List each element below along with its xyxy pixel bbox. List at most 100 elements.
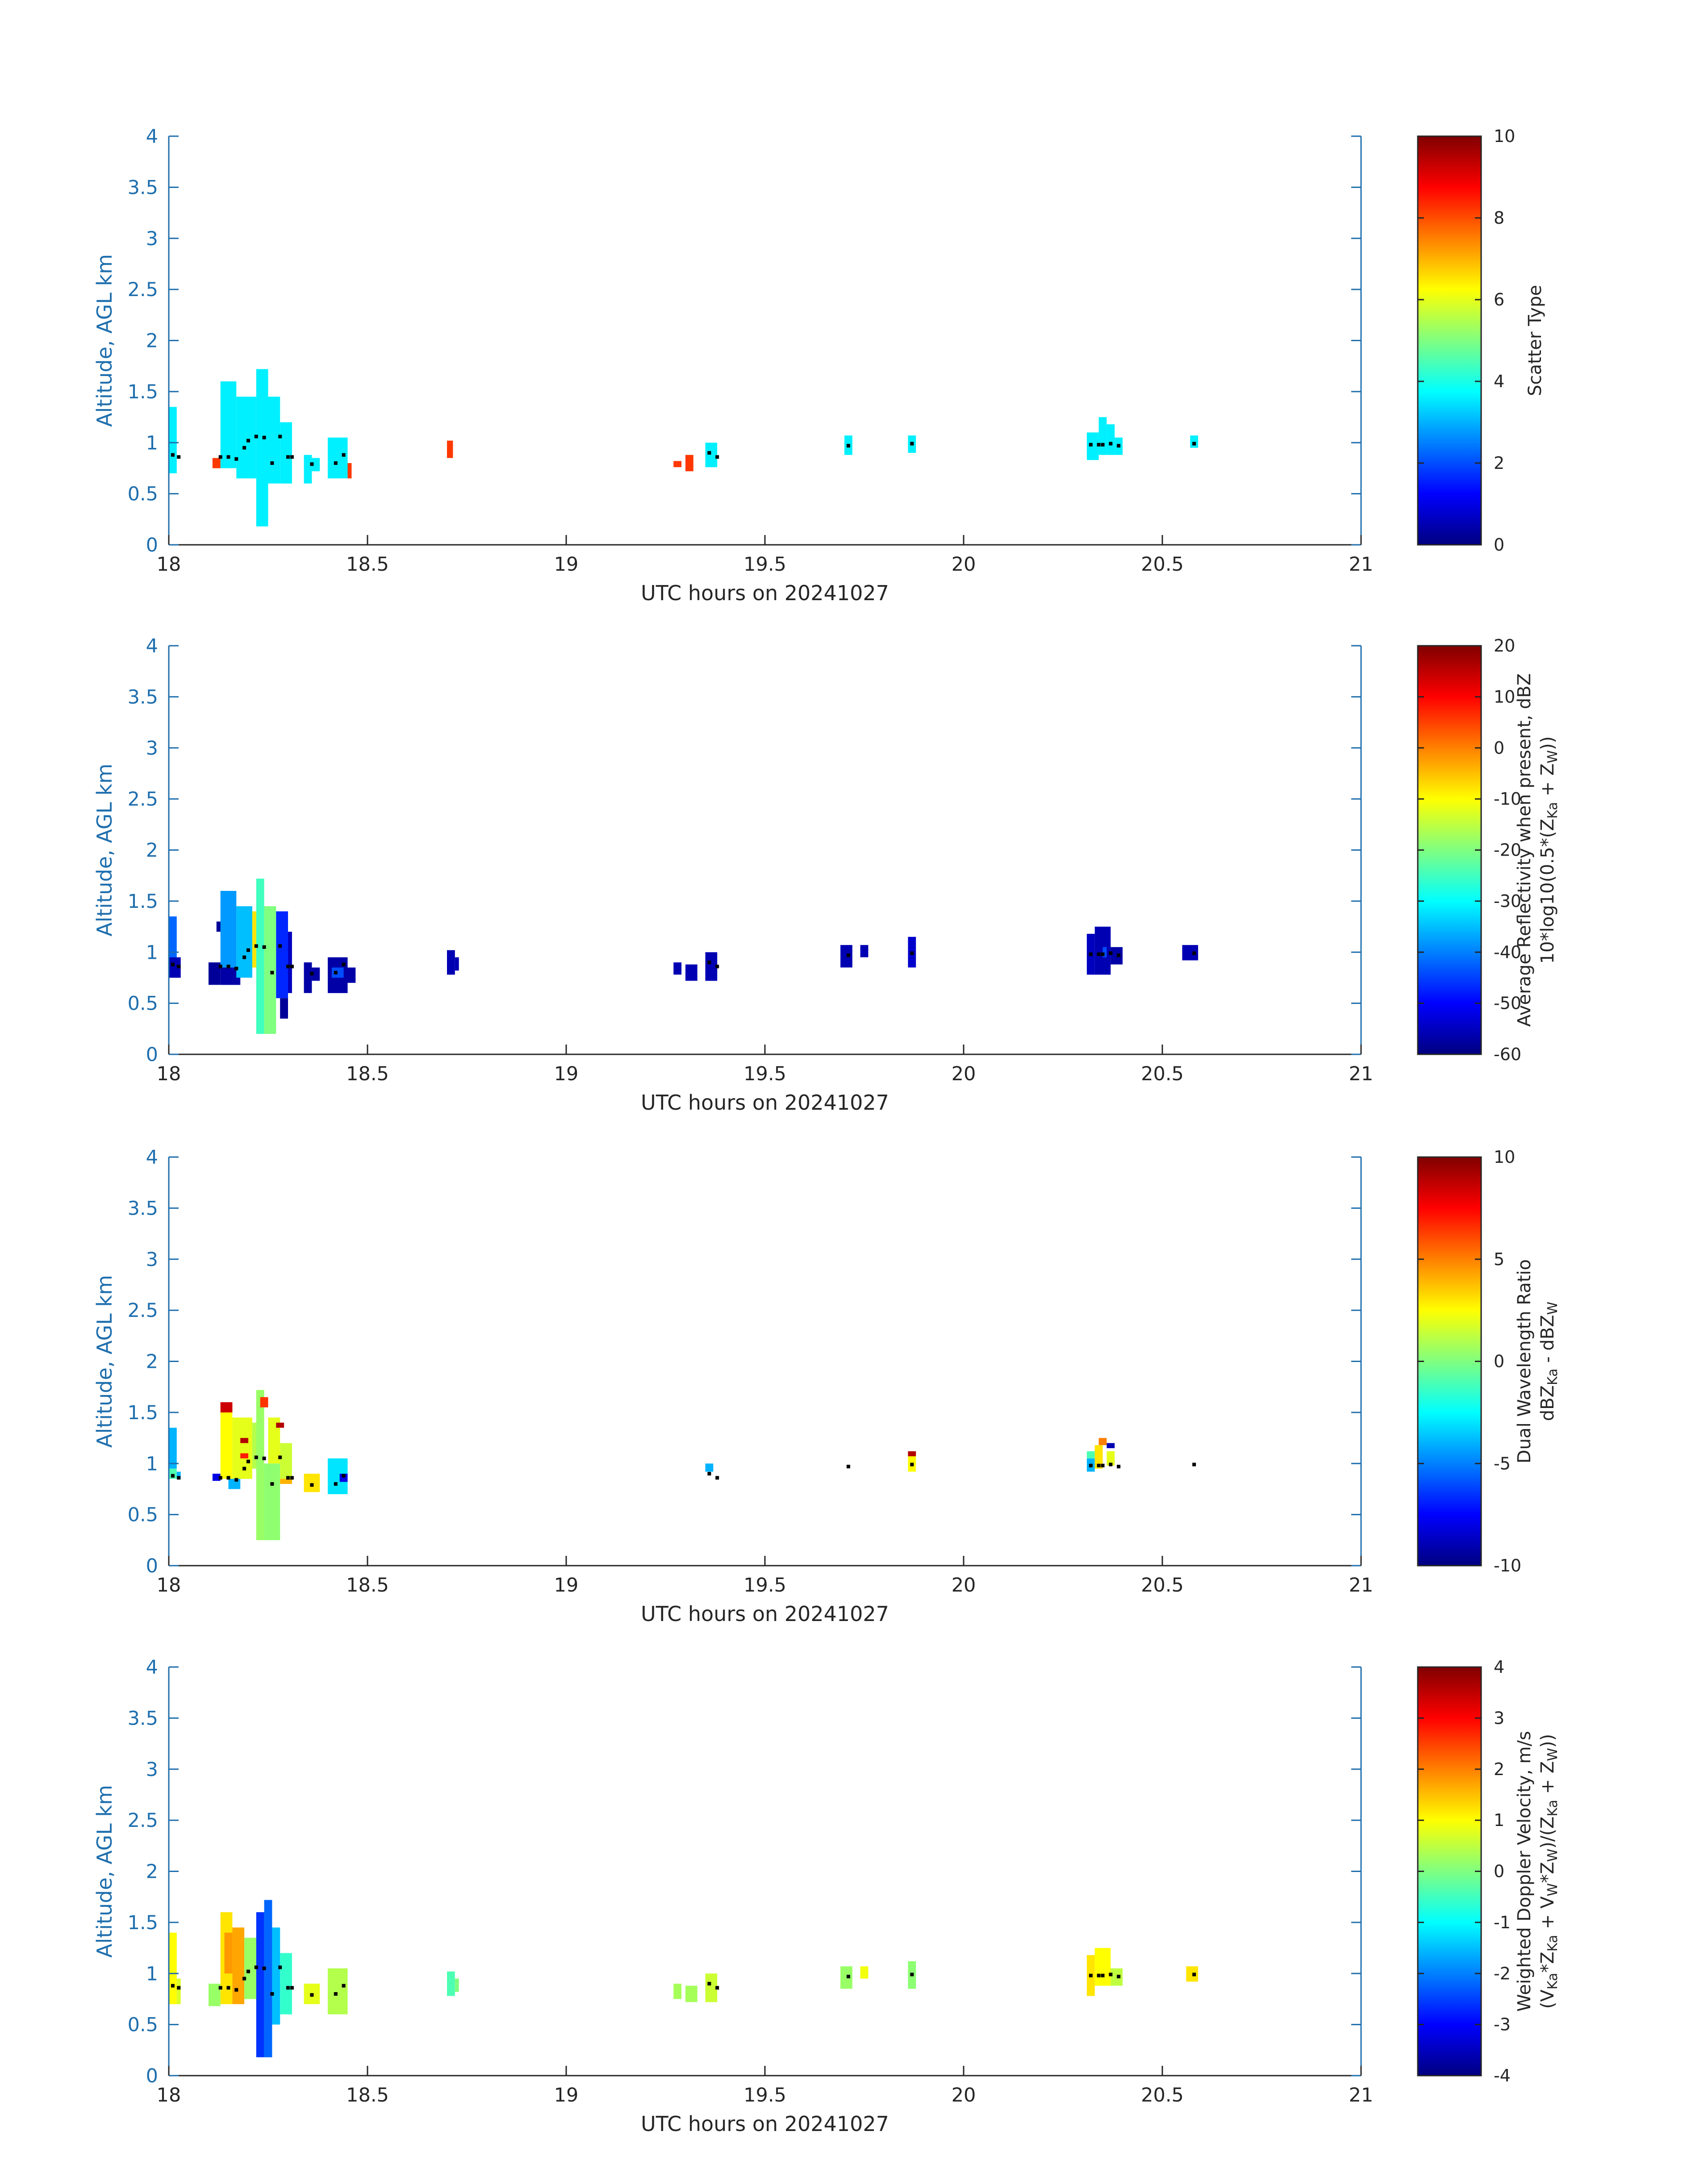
marker-point [910, 1972, 914, 1976]
y-tick-label: 3.5 [128, 176, 158, 199]
marker-point [177, 965, 181, 969]
colorbar-tick-label: -60 [1494, 1045, 1521, 1064]
marker-point [262, 1966, 266, 1970]
data-cell [276, 1422, 284, 1428]
data-cell [328, 437, 348, 479]
x-tick-label: 20.5 [1141, 1574, 1184, 1596]
colorbar-tick-label: -10 [1494, 1556, 1521, 1575]
data-cell [169, 1468, 177, 1479]
formula-subscript: Ka [1545, 1973, 1561, 1990]
marker-point [177, 1476, 181, 1480]
x-tick-label: 21 [1349, 2084, 1374, 2106]
data-cell [347, 463, 352, 479]
y-tick-label: 0 [146, 534, 158, 556]
marker-point [1109, 442, 1113, 446]
formula-text: - dBZ [1537, 1315, 1558, 1368]
formula-subscript: W [1545, 750, 1561, 764]
marker-point [334, 1992, 338, 1996]
data-cell [1086, 1451, 1095, 1458]
y-axis-label: Altitude, AGL km [92, 254, 117, 427]
data-cell [447, 440, 453, 458]
x-tick-label: 19.5 [743, 2084, 786, 2106]
marker-point [334, 1482, 338, 1486]
x-tick-label: 20 [952, 553, 976, 576]
formula-text: (V [1537, 1989, 1558, 2009]
x-tick-label: 20.5 [1141, 2084, 1184, 2106]
marker-point [290, 965, 294, 969]
marker-point [707, 1472, 711, 1476]
y-axis-label: Altitude, AGL km [92, 1785, 117, 1958]
marker-point [1101, 443, 1105, 447]
colorbar-tick-label: 5 [1494, 1249, 1504, 1269]
marker-point [715, 965, 719, 969]
marker-point [1117, 1465, 1121, 1469]
y-tick-label: 3 [146, 1249, 158, 1271]
marker-point [278, 1965, 282, 1969]
y-tick-label: 3 [146, 1759, 158, 1781]
data-cell [256, 1390, 264, 1540]
y-tick-label: 4 [146, 1146, 158, 1169]
marker-point [846, 444, 850, 448]
marker-point [242, 1976, 246, 1981]
data-cell [347, 967, 356, 983]
data-cell [1094, 1948, 1111, 1986]
marker-point [242, 1467, 246, 1471]
marker-point [1089, 1973, 1093, 1977]
marker-point [1097, 443, 1101, 447]
x-tick-label: 18 [157, 553, 181, 576]
colorbar [1417, 135, 1482, 546]
colorbar-tick-label: 3 [1494, 1708, 1504, 1728]
y-tick-label: 1.5 [128, 1402, 158, 1424]
marker-point [234, 1988, 238, 1992]
colorbar-tick-label: -3 [1494, 2015, 1511, 2035]
data-cell [455, 957, 459, 971]
data-cell [228, 1479, 241, 1489]
colorbar-tick-label: 10 [1494, 126, 1515, 146]
marker-point [1192, 442, 1196, 446]
colorbar-tick-label: 0 [1494, 535, 1504, 555]
marker-point [218, 1476, 222, 1480]
data-cell [685, 1985, 697, 2002]
marker-point [234, 966, 238, 970]
data-cell [1111, 1968, 1123, 1986]
data-cell [268, 397, 280, 484]
marker-point [246, 948, 250, 952]
x-tick-label: 21 [1349, 1063, 1374, 1085]
colorbar-label: Weighted Doppler Velocity, m/s (VKa*ZKa +… [1514, 1731, 1561, 2012]
data-cell [705, 952, 718, 981]
data-cell [176, 1471, 181, 1479]
data-cell [220, 381, 237, 468]
y-tick-label: 3.5 [128, 1197, 158, 1220]
y-tick-label: 3 [146, 228, 158, 250]
formula-subscript: W [1545, 1302, 1561, 1315]
formula-subscript: Ka [1545, 1369, 1561, 1386]
marker-point [1101, 1973, 1105, 1977]
marker-point [1192, 1462, 1196, 1467]
marker-point [246, 1459, 250, 1463]
y-tick-label: 1.5 [128, 1912, 158, 1934]
y-tick-label: 2 [146, 840, 158, 862]
colorbar-formula: (VKa*ZKa + VW*ZW)/(ZKa + ZW)) [1537, 1734, 1561, 2009]
marker-point [171, 1474, 175, 1478]
y-tick-label: 2.5 [128, 788, 158, 811]
marker-point [1117, 953, 1121, 957]
data-cell [1086, 432, 1099, 460]
data-cell [276, 911, 288, 999]
y-tick-label: 1.5 [128, 381, 158, 403]
colorbar-tick-label: 0 [1494, 738, 1504, 758]
colorbar-label: Dual Wavelength Ratio dBZKa - dBZW [1514, 1259, 1561, 1463]
marker-point [846, 1465, 850, 1469]
data-cell [212, 1474, 221, 1481]
data-cell [260, 1397, 268, 1408]
marker-point [310, 1483, 314, 1487]
data-cell [264, 906, 276, 1034]
x-tick-label: 20 [952, 1063, 976, 1085]
marker-point [254, 944, 258, 948]
y-tick-label: 1 [146, 1453, 158, 1475]
x-tick-label: 19.5 [743, 553, 786, 576]
data-cell [264, 1463, 280, 1540]
data-cell [1107, 1443, 1115, 1448]
formula-subscript: W [1545, 1883, 1561, 1897]
marker-point [1117, 444, 1121, 448]
